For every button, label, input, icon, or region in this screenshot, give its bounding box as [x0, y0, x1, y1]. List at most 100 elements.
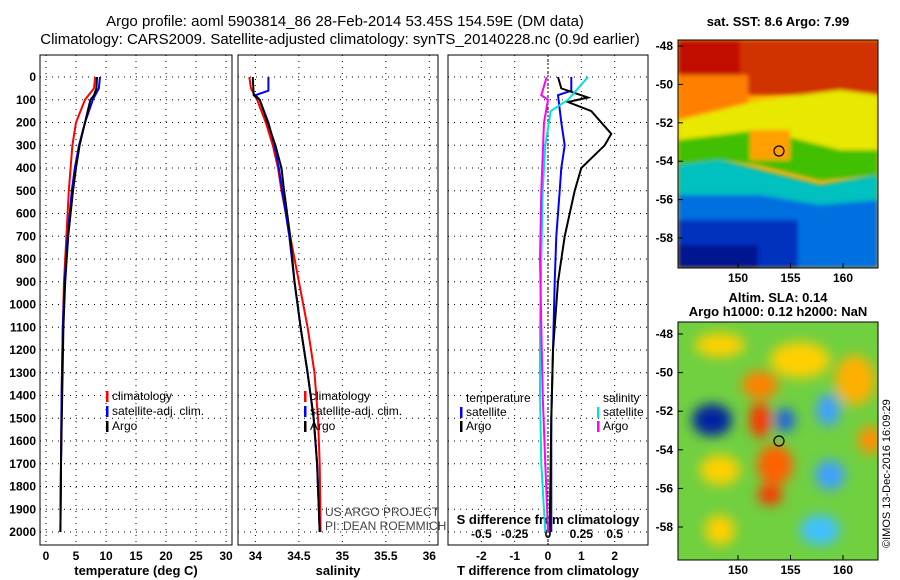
legend-label: Argo [603, 419, 629, 433]
lon-tick-label: 150 [728, 563, 748, 577]
lon-tick-label: 155 [780, 563, 800, 577]
lon-tick-label: 160 [833, 563, 853, 577]
x-tick-label: 1 [578, 549, 585, 563]
y-tick-label: 500 [16, 184, 36, 198]
lat-tick-label: -50 [656, 77, 674, 91]
lat-tick-label: -58 [656, 520, 674, 534]
legend-label: satellite [603, 405, 644, 419]
y-tick-label: 1700 [9, 457, 36, 471]
sla-map-title-1: Altim. SLA: 0.14 [729, 290, 829, 305]
x-tick-label: 35 [336, 549, 350, 563]
plot-area [39, 54, 233, 546]
y-tick-label: 1000 [9, 298, 36, 312]
x-axis-label: salinity [316, 563, 362, 578]
x-tick-label: 5 [73, 549, 80, 563]
lon-tick-label: 150 [728, 271, 748, 285]
y-tick-label: 900 [16, 275, 36, 289]
credit-line-1: US ARGO PROJECT [325, 505, 440, 519]
credit-line-2: PI: DEAN ROEMMICH [325, 519, 446, 533]
y-tick-label: 0 [29, 70, 36, 84]
legend-swatch [106, 421, 109, 432]
legend-label: climatology [112, 389, 172, 403]
y-tick-label: 1200 [9, 343, 36, 357]
s-tick-label: 0.5 [606, 527, 623, 541]
x-axis-label: T difference from climatology [457, 563, 640, 578]
lon-tick-label: 155 [780, 271, 800, 285]
sst-map [678, 40, 878, 268]
x-tick-label: 10 [99, 549, 113, 563]
x-tick-label: 30 [219, 549, 233, 563]
sst-map-title: sat. SST: 8.6 Argo: 7.99 [707, 14, 850, 29]
legend-swatch [460, 421, 463, 432]
y-tick-label: 1400 [9, 389, 36, 403]
title-line-1: Argo profile: aoml 5903814_86 28-Feb-201… [106, 13, 584, 30]
legend-label: Argo [112, 419, 138, 433]
sst-profile-marker [773, 145, 785, 157]
legend-swatch [106, 406, 109, 417]
panel-difference: -2 -1 0 1 2T difference from climatology -0.5… [447, 54, 649, 578]
y-tick-label: 1900 [9, 502, 36, 516]
imos-watermark: ©IMOS 13-Dec-2016 16:09:29 [881, 399, 893, 548]
x-tick-label: 34.5 [287, 549, 311, 563]
lat-tick-label: -48 [656, 39, 674, 53]
legend-swatch [304, 406, 307, 417]
y-tick-label: 100 [16, 93, 36, 107]
x-axis-label: temperature (deg C) [74, 563, 198, 578]
s-tick-label: 0 [545, 527, 552, 541]
legend-label: satellite [466, 405, 507, 419]
legend-swatch [106, 391, 109, 402]
y-tick-label: 1500 [9, 411, 36, 425]
x-tick-label: 20 [159, 549, 173, 563]
y-tick-label: 800 [16, 252, 36, 266]
series-argo [251, 76, 321, 533]
x-tick-label: 0 [545, 549, 552, 563]
y-tick-label: 1100 [10, 320, 36, 334]
series-argo [59, 76, 98, 533]
panel-salinity: 34 34.5 35 35.5 36 salinity climatologysatelli… [237, 54, 439, 578]
legend-swatch [597, 421, 600, 432]
s-tick-label: -0.25 [501, 527, 529, 541]
lat-tick-label: -52 [656, 404, 674, 418]
x-tick-label: 0 [43, 549, 50, 563]
y-tick-label: 1600 [9, 434, 36, 448]
y-tick-label: 1300 [9, 366, 36, 380]
legend-swatch [304, 391, 307, 402]
x-tick-label: 2 [611, 549, 618, 563]
x-tick-label: -2 [476, 549, 487, 563]
y-tick-label: 400 [16, 161, 36, 175]
legend-label: Argo [466, 419, 492, 433]
legend-title: temperature [466, 391, 531, 405]
title-line-2: Climatology: CARS2009. Satellite-adjuste… [40, 31, 639, 48]
lon-tick-label: 160 [833, 271, 853, 285]
lat-tick-label: -50 [656, 366, 674, 380]
y-tick-label: 700 [16, 229, 36, 243]
legend-label: climatology [310, 389, 370, 403]
s-tick-label: 0.25 [570, 527, 594, 541]
lat-tick-label: -48 [656, 327, 674, 341]
sla-profile-marker [773, 435, 785, 447]
panel-temperature: 0100200300400500600700800900100011001200… [9, 54, 233, 578]
x-tick-label: 35.5 [374, 549, 398, 563]
legend-title: salinity [603, 391, 640, 405]
lat-tick-label: -56 [656, 481, 674, 495]
sla-map-title-2: Argo h1000: 0.12 h2000: NaN [689, 304, 867, 319]
x-tick-label: 15 [129, 549, 143, 563]
series-salinity-satellite [539, 76, 589, 533]
x-tick-label: -1 [509, 549, 520, 563]
legend-label: Argo [310, 419, 336, 433]
s-tick-label: -0.5 [471, 527, 492, 541]
y-tick-label: 2000 [9, 525, 36, 539]
legend-swatch [460, 407, 463, 418]
y-tick-label: 600 [16, 207, 36, 221]
legend-swatch [304, 421, 307, 432]
x-tick-label: 34 [249, 549, 263, 563]
lat-tick-label: -54 [656, 443, 674, 457]
series-temperature-argo [548, 76, 613, 533]
legend-label: satellite-adj. clim. [112, 404, 204, 418]
lat-tick-label: -52 [656, 116, 674, 130]
legend-swatch [597, 407, 600, 418]
series-salinity-argo [538, 76, 550, 533]
legend-label: satellite-adj. clim. [310, 404, 402, 418]
lat-tick-label: -58 [656, 231, 674, 245]
